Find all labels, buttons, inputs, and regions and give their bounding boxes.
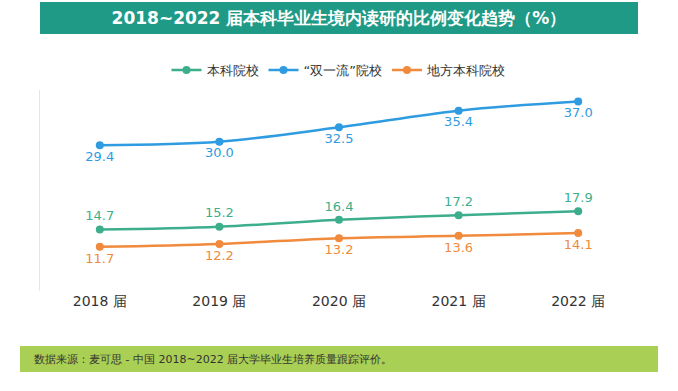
- svg-text:2022 届: 2022 届: [551, 293, 605, 309]
- svg-text:13.2: 13.2: [325, 242, 354, 257]
- svg-text:37.0: 37.0: [564, 105, 593, 120]
- svg-text:2018 届: 2018 届: [73, 293, 127, 309]
- svg-text:30.0: 30.0: [205, 145, 234, 160]
- svg-text:15.2: 15.2: [205, 205, 234, 220]
- svg-text:地方本科院校: 地方本科院校: [426, 63, 505, 78]
- svg-text:11.7: 11.7: [85, 251, 114, 266]
- svg-text:2019 届: 2019 届: [192, 293, 246, 309]
- svg-text:32.5: 32.5: [325, 131, 354, 146]
- svg-text:2020 届: 2020 届: [312, 293, 366, 309]
- svg-text:“双一流”院校: “双一流”院校: [304, 63, 382, 78]
- svg-text:29.4: 29.4: [85, 149, 114, 164]
- svg-text:14.1: 14.1: [564, 237, 593, 252]
- svg-text:35.4: 35.4: [444, 114, 473, 129]
- svg-text:16.4: 16.4: [325, 199, 354, 214]
- svg-text:2018~2022 届本科毕业生境内读研的比例变化趋势（%）: 2018~2022 届本科毕业生境内读研的比例变化趋势（%）: [112, 8, 567, 28]
- svg-text:14.7: 14.7: [85, 208, 114, 223]
- svg-text:13.6: 13.6: [444, 240, 473, 255]
- svg-text:17.9: 17.9: [564, 190, 593, 205]
- svg-text:12.2: 12.2: [205, 248, 234, 263]
- svg-text:17.2: 17.2: [444, 194, 473, 209]
- svg-text:数据来源：麦可思 - 中国 2018~2022 届大学毕业生: 数据来源：麦可思 - 中国 2018~2022 届大学毕业生培养质量跟踪评价。: [34, 353, 392, 366]
- svg-text:2021 届: 2021 届: [432, 293, 486, 309]
- svg-text:本科院校: 本科院校: [207, 63, 259, 78]
